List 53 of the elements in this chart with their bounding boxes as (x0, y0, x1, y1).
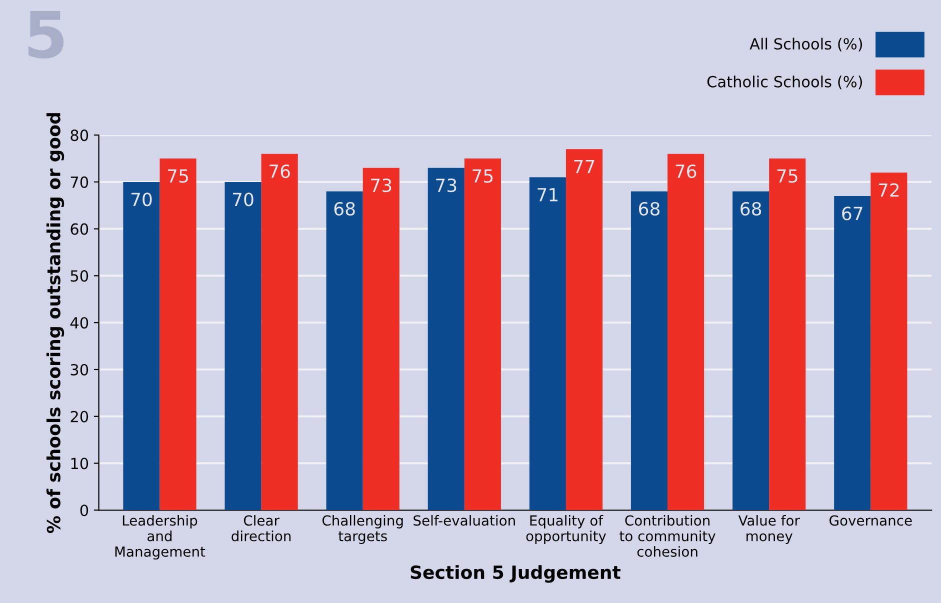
x-tick-label: Self-evaluation (414, 515, 515, 526)
data-label: 77 (574, 160, 594, 174)
data-label: 75 (777, 169, 798, 183)
bar (870, 172, 908, 510)
y-tick-label: 10 (71, 458, 88, 470)
data-label: 72 (878, 183, 899, 197)
data-label: 67 (842, 206, 862, 220)
data-label: 71 (538, 188, 558, 202)
data-label: 68 (740, 202, 762, 216)
data-label: 70 (131, 192, 152, 206)
bar (668, 154, 704, 510)
data-label: 68 (639, 202, 660, 216)
x-tick-label: Leadership and Management (115, 515, 206, 560)
x-tick-label: Value for money (738, 515, 800, 544)
data-label: 75 (168, 169, 188, 183)
x-axis-title: Section 5 Judgement (410, 565, 620, 583)
data-label: 73 (371, 178, 392, 192)
bar (362, 168, 400, 510)
data-label: 76 (676, 164, 696, 178)
y-tick-label: 60 (70, 223, 88, 235)
bar (160, 158, 196, 510)
x-tick-label: Clear direction (232, 515, 291, 542)
data-label: 76 (270, 164, 290, 178)
bar (769, 158, 806, 510)
bar (566, 149, 603, 510)
data-label: 70 (233, 192, 254, 206)
y-tick-label: 0 (80, 504, 88, 516)
data-label: 75 (472, 169, 493, 183)
y-tick-label: 70 (70, 176, 88, 188)
bar (428, 168, 464, 510)
x-tick-label: Equality of opportunity (526, 515, 606, 544)
data-label: 68 (334, 202, 355, 216)
bar (834, 196, 871, 510)
y-tick-label: 20 (70, 410, 88, 422)
data-label: 73 (436, 178, 456, 192)
x-tick-label: Challenging targets (322, 515, 403, 544)
y-tick-label: 40 (70, 317, 88, 329)
legend-label: All Schools (%) (750, 38, 862, 52)
x-tick-label: Contribution to community cohesion (620, 515, 716, 557)
y-tick-label: 50 (70, 270, 88, 282)
bar (732, 191, 770, 510)
y-tick-label: 80 (70, 130, 88, 142)
bar (326, 191, 363, 510)
y-tick-label: 30 (70, 364, 88, 376)
bar (464, 158, 501, 510)
bar (224, 182, 262, 510)
x-tick-label: Governance (830, 515, 912, 526)
bar (529, 177, 566, 510)
legend-label: Catholic Schools (%) (707, 76, 862, 90)
bar (630, 191, 668, 510)
bar (261, 154, 298, 510)
bar (123, 182, 160, 510)
y-axis-title: % of schools scoring outstanding or good (46, 113, 64, 534)
